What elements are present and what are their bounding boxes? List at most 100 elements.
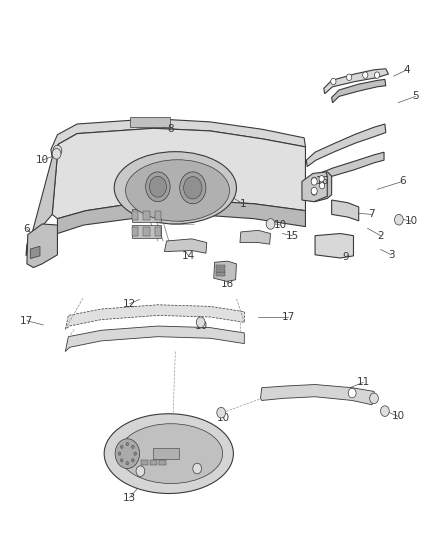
Text: 2: 2 xyxy=(377,231,384,241)
Polygon shape xyxy=(164,239,207,253)
Circle shape xyxy=(217,407,226,418)
Polygon shape xyxy=(216,265,225,268)
Polygon shape xyxy=(332,79,386,103)
Circle shape xyxy=(134,452,137,455)
Ellipse shape xyxy=(126,160,230,221)
Polygon shape xyxy=(214,261,237,281)
Text: 12: 12 xyxy=(123,298,136,309)
Polygon shape xyxy=(150,460,157,465)
Polygon shape xyxy=(27,224,57,268)
Circle shape xyxy=(118,452,121,455)
Text: 10: 10 xyxy=(217,413,230,423)
Circle shape xyxy=(319,175,324,182)
Polygon shape xyxy=(332,200,359,221)
Polygon shape xyxy=(159,460,166,465)
Text: 6: 6 xyxy=(24,224,30,235)
Polygon shape xyxy=(30,246,40,259)
Polygon shape xyxy=(306,124,386,166)
Text: 8: 8 xyxy=(168,124,174,134)
Polygon shape xyxy=(155,211,161,220)
Polygon shape xyxy=(57,200,305,233)
Polygon shape xyxy=(240,230,271,244)
Polygon shape xyxy=(216,269,225,272)
Polygon shape xyxy=(155,227,161,236)
Circle shape xyxy=(370,393,378,403)
Circle shape xyxy=(126,442,129,446)
Polygon shape xyxy=(261,384,375,405)
Polygon shape xyxy=(302,172,327,201)
Circle shape xyxy=(319,182,325,189)
Polygon shape xyxy=(51,119,305,158)
Text: 7: 7 xyxy=(368,209,375,220)
Circle shape xyxy=(193,463,201,474)
Circle shape xyxy=(311,189,317,195)
Text: 9: 9 xyxy=(343,252,349,262)
Polygon shape xyxy=(65,326,244,352)
Text: 14: 14 xyxy=(182,251,195,261)
Polygon shape xyxy=(132,227,138,236)
Text: 11: 11 xyxy=(357,377,370,387)
Circle shape xyxy=(115,439,140,469)
Circle shape xyxy=(126,462,129,465)
Polygon shape xyxy=(132,225,161,238)
Text: 5: 5 xyxy=(412,91,419,101)
Circle shape xyxy=(311,177,317,183)
Polygon shape xyxy=(144,211,150,220)
Polygon shape xyxy=(52,128,305,219)
Circle shape xyxy=(363,72,368,78)
Polygon shape xyxy=(315,233,353,258)
Circle shape xyxy=(311,187,317,195)
Ellipse shape xyxy=(104,414,233,494)
Circle shape xyxy=(131,459,134,462)
Circle shape xyxy=(196,317,205,328)
Polygon shape xyxy=(306,152,384,189)
Text: 10: 10 xyxy=(392,411,405,422)
Circle shape xyxy=(53,146,62,156)
Polygon shape xyxy=(216,272,225,276)
Text: 10: 10 xyxy=(405,216,418,227)
Text: 17: 17 xyxy=(20,316,34,326)
Circle shape xyxy=(180,172,206,204)
Text: 18: 18 xyxy=(221,279,234,288)
Text: 3: 3 xyxy=(388,250,395,260)
Text: 6: 6 xyxy=(399,176,406,187)
Polygon shape xyxy=(306,172,332,201)
Circle shape xyxy=(381,406,389,416)
Text: 4: 4 xyxy=(403,65,410,75)
Text: 17: 17 xyxy=(281,312,295,322)
Circle shape xyxy=(346,74,352,80)
Circle shape xyxy=(131,445,134,448)
Ellipse shape xyxy=(114,152,237,224)
Circle shape xyxy=(149,176,166,197)
Circle shape xyxy=(374,72,380,78)
Circle shape xyxy=(266,219,275,229)
Text: 1: 1 xyxy=(240,199,246,209)
Circle shape xyxy=(184,176,202,199)
Ellipse shape xyxy=(119,424,223,483)
Circle shape xyxy=(331,78,336,85)
Polygon shape xyxy=(132,211,138,220)
Circle shape xyxy=(120,459,123,462)
Polygon shape xyxy=(141,460,148,465)
Polygon shape xyxy=(132,209,161,222)
Ellipse shape xyxy=(168,197,196,221)
Text: 10: 10 xyxy=(195,321,208,331)
Polygon shape xyxy=(131,117,170,127)
Text: 10: 10 xyxy=(274,220,287,230)
Circle shape xyxy=(311,177,317,185)
Text: 13: 13 xyxy=(123,492,136,503)
Polygon shape xyxy=(144,227,150,236)
Polygon shape xyxy=(152,448,179,459)
Circle shape xyxy=(120,445,123,448)
Circle shape xyxy=(395,214,403,225)
Text: 10: 10 xyxy=(35,155,49,165)
Circle shape xyxy=(136,466,145,477)
Circle shape xyxy=(146,172,170,201)
Circle shape xyxy=(348,388,356,398)
Circle shape xyxy=(52,149,61,159)
Polygon shape xyxy=(26,144,58,256)
Polygon shape xyxy=(324,69,389,94)
Text: 16: 16 xyxy=(316,176,329,187)
Text: 15: 15 xyxy=(286,231,299,241)
Polygon shape xyxy=(65,305,244,329)
